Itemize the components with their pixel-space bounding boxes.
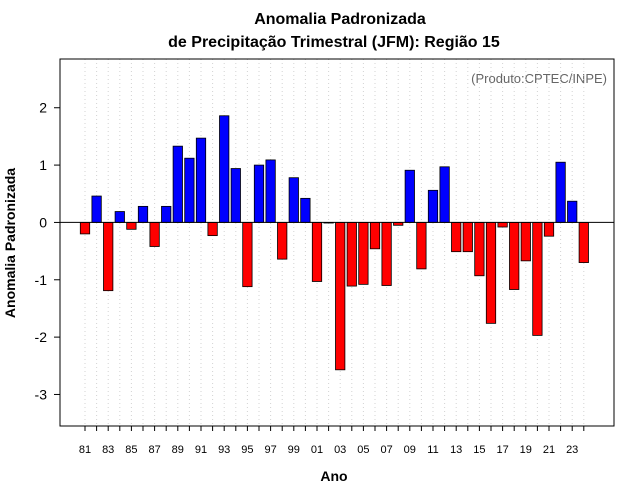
bar xyxy=(474,222,485,277)
bar xyxy=(497,222,508,228)
x-tick-label: 07 xyxy=(380,444,392,456)
x-tick-label: 81 xyxy=(79,444,91,456)
bar xyxy=(103,222,114,292)
bar xyxy=(184,157,195,223)
x-tick-label: 85 xyxy=(125,444,137,456)
x-tick-label: 11 xyxy=(427,444,438,456)
bar xyxy=(404,169,415,223)
bar xyxy=(91,195,102,223)
bar xyxy=(462,222,473,253)
x-tick-label: 91 xyxy=(195,444,207,456)
bar xyxy=(172,145,183,223)
bar xyxy=(509,222,520,290)
bar xyxy=(137,205,149,223)
x-tick-label: 89 xyxy=(172,444,184,456)
bar xyxy=(555,161,566,223)
x-tick-label: 19 xyxy=(520,444,532,456)
bar xyxy=(300,197,311,223)
bar xyxy=(311,222,323,282)
bar xyxy=(543,222,555,237)
bar xyxy=(567,200,578,223)
x-tick-label: 05 xyxy=(357,444,369,456)
y-tick-label: -3 xyxy=(35,386,48,402)
bar xyxy=(265,159,276,223)
x-axis-label: Ano xyxy=(320,468,347,484)
x-tick-label: 01 xyxy=(311,444,323,456)
y-tick-label: 2 xyxy=(39,100,47,116)
bar xyxy=(207,222,218,237)
bar xyxy=(335,222,346,371)
bar xyxy=(451,222,462,253)
y-tick-label: -1 xyxy=(35,272,48,288)
bar xyxy=(219,115,230,223)
bar xyxy=(149,222,160,247)
bar xyxy=(416,222,427,270)
plot-frame xyxy=(59,58,615,427)
bar xyxy=(381,222,392,286)
x-tick-label: 21 xyxy=(543,444,555,456)
x-tick-label: 87 xyxy=(148,444,160,456)
x-tick-label: 95 xyxy=(241,444,253,456)
bar xyxy=(520,222,531,262)
x-tick-label: 93 xyxy=(218,444,230,456)
bar xyxy=(427,189,439,223)
bar xyxy=(242,222,253,288)
bar xyxy=(230,168,241,223)
bar xyxy=(195,137,207,223)
y-tick-label: 0 xyxy=(39,214,47,230)
bar-layer xyxy=(79,115,589,371)
grid-layer xyxy=(84,59,585,426)
y-axis-label: Anomalia Padronizada xyxy=(2,168,18,318)
x-tick-label: 97 xyxy=(264,444,276,456)
bar xyxy=(346,222,357,287)
x-tick-label: 15 xyxy=(473,444,485,456)
bar xyxy=(253,164,265,223)
bar xyxy=(532,222,543,336)
bar xyxy=(277,222,288,260)
bar xyxy=(126,222,137,230)
x-tick-label: 09 xyxy=(404,444,416,456)
y-tick-label: 1 xyxy=(39,157,47,173)
bar xyxy=(485,222,497,324)
x-tick-label: 23 xyxy=(566,444,578,456)
bar xyxy=(79,222,91,235)
x-tick-label: 13 xyxy=(450,444,462,456)
bar xyxy=(369,222,381,250)
bar xyxy=(114,211,125,223)
bar xyxy=(288,177,299,223)
bar xyxy=(439,166,450,223)
x-tick-label: 99 xyxy=(288,444,300,456)
chart-title: Anomalia Padronizada xyxy=(254,11,426,28)
chart-subtitle: de Precipitação Trimestral (JFM): Região… xyxy=(168,34,500,51)
bar xyxy=(578,222,589,263)
x-tick-label: 83 xyxy=(102,444,114,456)
bar xyxy=(358,222,369,285)
x-tick-label: 17 xyxy=(496,444,508,456)
bar xyxy=(161,205,172,223)
credit-label: (Produto:CPTEC/INPE) xyxy=(471,71,607,86)
x-tick-label: 03 xyxy=(334,444,346,456)
y-tick-label: -2 xyxy=(35,329,48,345)
